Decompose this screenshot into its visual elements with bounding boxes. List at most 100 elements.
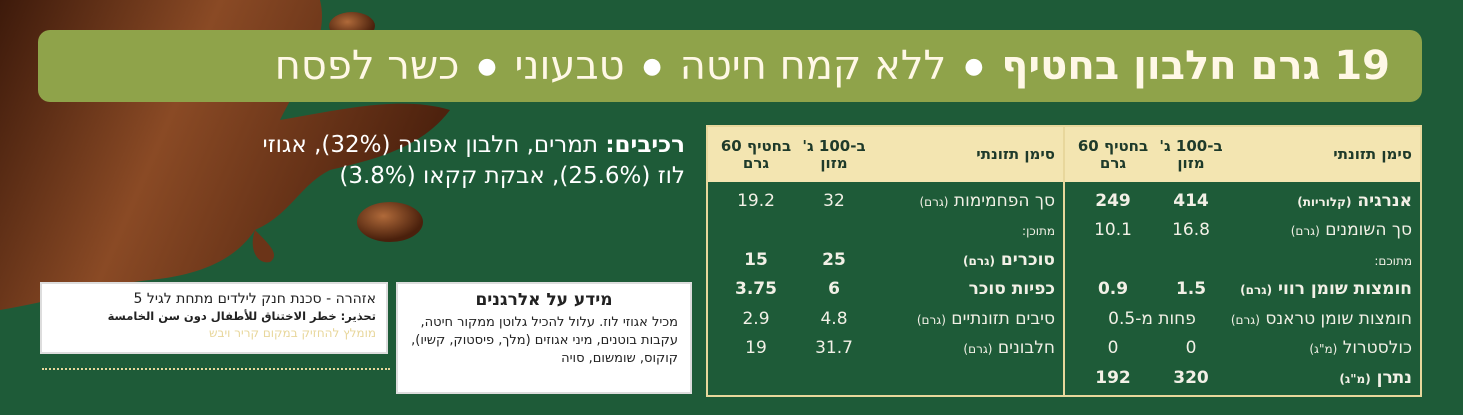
nutrient-name: כולסטרול (מ"ג) — [1230, 338, 1420, 358]
value-per100: 32 — [823, 190, 845, 211]
nutrient-name: סך הפחמימות (גרם) — [873, 191, 1063, 211]
nutrition-row: סך הפחמימות (גרם) 32 19.2 — [708, 186, 1063, 216]
nutrient-unit: (מ"ג) — [1339, 371, 1371, 386]
value-per100: 31.7 — [815, 338, 853, 359]
choking-warning-box: אזהרה - סכנת חנק לילדים מתחת לגיל 5 تحذي… — [40, 282, 388, 354]
nutrient-unit: (גרם) — [1230, 312, 1260, 327]
nutrient-label: סיבים תזונתיים — [951, 308, 1055, 329]
nutrient-label: סוכרים — [1000, 249, 1055, 270]
nutrient-name: חומצות שומן טראנס (גרם) — [1230, 309, 1420, 329]
nutrient-label: חומצות שומן רווי — [1278, 279, 1412, 300]
nutrient-unit: (גרם) — [919, 194, 949, 209]
nutrient-name: אנרגיה (קלוריות) — [1230, 191, 1420, 211]
value-perbar: 0 — [1107, 338, 1119, 359]
nutrient-label: אנרגיה — [1357, 190, 1412, 211]
value-per100: 1.5 — [1175, 279, 1207, 300]
nutrient-name: חומצות שומן רווי (גרם) — [1230, 279, 1420, 299]
nutrient-unit: (מ"ג) — [1309, 342, 1338, 357]
header-nutrient: סימן תזונתי — [1333, 145, 1412, 163]
protein-claim: 19 גרם חלבון בחטיף — [1001, 43, 1390, 89]
table-header: סימן תזונתי ב-100 ג' מזון בחטיף 60 גרם — [1065, 127, 1420, 182]
nutrition-row: סוכרים (גרם) 25 15 — [708, 245, 1063, 275]
nutrient-label: נתרן — [1376, 367, 1412, 388]
ingredients-label: רכיבים: — [605, 132, 685, 158]
header-perbar: בחטיף 60 גרם — [720, 136, 792, 172]
claims-banner: 19 גרם חלבון בחטיף ● ללא קמח חיטה ● טבעו… — [38, 30, 1422, 102]
nutrient-name: סיבים תזונתיים (גרם) — [873, 309, 1063, 329]
value-per100: 320 — [1173, 367, 1209, 388]
value-spanning: פחות מ-0.5 — [1108, 308, 1196, 329]
value-perbar: 0.9 — [1097, 279, 1129, 300]
nutrient-label: סך הפחמימות — [953, 190, 1055, 211]
nutrient-label: סך השומנים — [1325, 220, 1412, 241]
ingredients-block: רכיבים: תמרים, חלבון אפונה (32%), אגוזי … — [255, 130, 685, 192]
table-rows: סך הפחמימות (גרם) 32 19.2 מתוכן: סוכרים (גרם… — [708, 182, 1063, 363]
nutrition-row: חומצות שומן רווי (גרם) 1.5 0.9 — [1065, 275, 1420, 305]
allergen-box: מידע על אלרגנים מכיל אגוזי לוז. עלול להכ… — [396, 282, 692, 394]
no-wheat-claim: ללא קמח חיטה — [679, 43, 947, 89]
value-perbar: 3.75 — [735, 279, 777, 300]
nutrition-row: סיבים תזונתיים (גרם) 4.8 2.9 — [708, 304, 1063, 334]
nutrient-unit: (קלוריות) — [1297, 194, 1352, 209]
header-per100: ב-100 ג' מזון — [1159, 136, 1223, 172]
allergen-title: מידע על אלרגנים — [475, 290, 613, 310]
storage-note: מומלץ להחזיק במקום קריר ויבש — [209, 326, 376, 340]
bullet-separator: ● — [642, 53, 662, 79]
nutrition-row: אנרגיה (קלוריות) 414 249 — [1065, 186, 1420, 216]
nutrition-row: מתוכן: — [708, 216, 1063, 246]
header-nutrient: סימן תזונתי — [976, 145, 1055, 163]
nutrient-name: מתוכם: — [1230, 250, 1420, 270]
nutrient-label: מתוכן: — [1022, 224, 1055, 239]
nutrient-name: סך השומנים (גרם) — [1230, 220, 1420, 240]
value-perbar: 2.9 — [742, 308, 770, 329]
nutrition-row: נתרן (מ"ג) 320 192 — [1065, 363, 1420, 393]
nutrition-row: מתוכם: — [1065, 245, 1420, 275]
nutrient-name: מתוכן: — [873, 220, 1063, 240]
nutrition-row: חלבונים (גרם) 31.7 19 — [708, 334, 1063, 364]
nutrient-label: חלבונים — [997, 338, 1055, 359]
header-perbar: בחטיף 60 גרם — [1077, 136, 1149, 172]
value-perbar: 19 — [745, 338, 767, 359]
nutrition-row: סך השומנים (גרם) 16.8 10.1 — [1065, 216, 1420, 246]
bullet-separator: ● — [477, 53, 497, 79]
dotted-divider — [42, 368, 390, 370]
table-rows: אנרגיה (קלוריות) 414 249 סך השומנים (גרם) 16… — [1065, 182, 1420, 393]
value-per100: 0 — [1185, 338, 1197, 359]
nutrition-table-left: סימן תזונתי ב-100 ג' מזון בחטיף 60 גרם ס… — [708, 127, 1065, 395]
nutrition-row: כולסטרול (מ"ג) 0 0 — [1065, 334, 1420, 364]
nutrient-name: כפיות סוכר — [873, 279, 1063, 299]
nutrition-table-right: סימן תזונתי ב-100 ג' מזון בחטיף 60 גרם א… — [1065, 127, 1420, 395]
nutrient-label: מתוכם: — [1374, 253, 1412, 268]
nutrient-unit: (גרם) — [963, 342, 993, 357]
nutrient-label: חומצות שומן טראנס — [1265, 308, 1412, 329]
nutrition-row: כפיות סוכר 6 3.75 — [708, 275, 1063, 305]
nutrient-name: סוכרים (גרם) — [873, 250, 1063, 270]
nutrient-unit: (גרם) — [963, 253, 995, 268]
warning-arabic: تحذير: خطر الاختناق للأطفال دون سن الخام… — [107, 309, 376, 323]
value-per100: 6 — [828, 279, 840, 300]
value-perbar: 15 — [744, 249, 768, 270]
value-per100: 25 — [822, 249, 846, 270]
nutrient-label: כולסטרול — [1342, 338, 1412, 359]
ingredients-text: תמרים, חלבון אפונה (32%), אגוזי לוז (25.… — [262, 132, 685, 189]
value-per100: 4.8 — [820, 308, 848, 329]
nutrient-name: נתרן (מ"ג) — [1230, 368, 1420, 388]
nutrient-unit: (גרם) — [1290, 224, 1320, 239]
value-perbar: 249 — [1095, 190, 1131, 211]
header-per100: ב-100 ג' מזון — [802, 136, 866, 172]
value-per100: 16.8 — [1172, 220, 1210, 241]
nutrient-unit: (גרם) — [1240, 283, 1273, 298]
table-header: סימן תזונתי ב-100 ג' מזון בחטיף 60 גרם — [708, 127, 1063, 182]
kosher-claim: כשר לפסח — [274, 43, 460, 89]
allergen-text: מכיל אגוזי לוז. עלול להכיל גלוטן ממקור ח… — [411, 315, 678, 366]
warning-hebrew: אזהרה - סכנת חנק לילדים מתחת לגיל 5 — [133, 291, 377, 307]
vegan-claim: טבעוני — [514, 43, 625, 89]
bullet-separator: ● — [964, 53, 984, 79]
nutrient-unit: (גרם) — [916, 312, 946, 327]
nutrient-label: כפיות סוכר — [968, 279, 1055, 300]
value-perbar: 192 — [1095, 367, 1131, 388]
value-perbar: 19.2 — [737, 190, 775, 211]
nutrition-row: חומצות שומן טראנס (גרם) פחות מ-0.5 — [1065, 304, 1420, 334]
value-perbar: 10.1 — [1094, 220, 1132, 241]
value-per100: 414 — [1173, 190, 1209, 211]
